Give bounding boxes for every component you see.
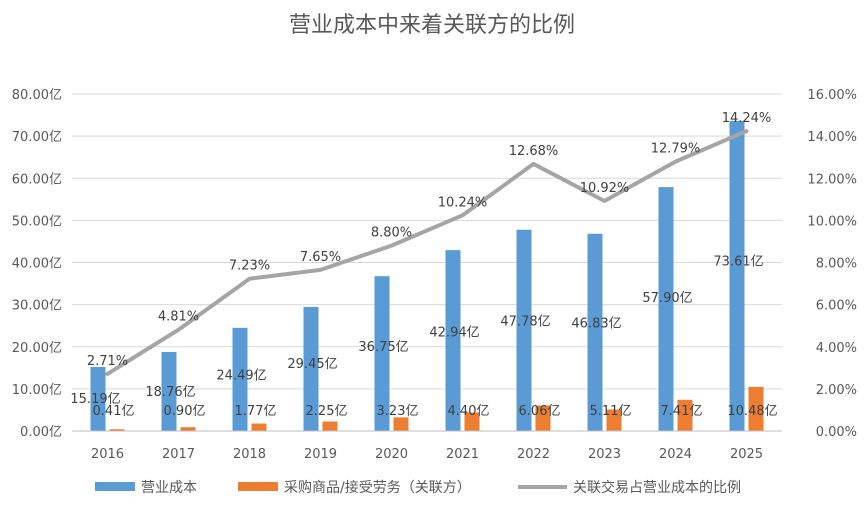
x-tick-label: 2024 <box>659 447 692 462</box>
gridlines <box>72 93 782 432</box>
data-label-cost: 15.19亿 <box>70 392 120 407</box>
bar-cost <box>374 276 390 431</box>
bar-related-purchase <box>677 399 693 431</box>
data-label-ratio: 7.23% <box>229 259 270 274</box>
data-label-ratio: 12.68% <box>509 144 559 159</box>
data-label-related-purchase: 3.23亿 <box>377 404 419 419</box>
x-tick-label: 2020 <box>375 447 408 462</box>
x-tick-label: 2018 <box>233 447 266 462</box>
right-tick-label: 2.00% <box>816 383 857 398</box>
data-label-related-purchase: 10.48亿 <box>727 404 777 419</box>
data-label-cost: 29.45亿 <box>287 357 337 372</box>
data-label-related-purchase: 7.41亿 <box>661 404 703 419</box>
legend: 营业成本 采购商品/接受劳务（关联方） 关联交易占营业成本的比例 <box>95 479 741 496</box>
x-tick-label: 2016 <box>91 447 124 462</box>
right-axis: 0.00% 2.00% 4.00% 6.00% 8.00% 10.00% 12.00% 14.… <box>807 88 857 440</box>
bar-related-purchase <box>535 405 551 431</box>
data-label-ratio: 12.79% <box>651 142 701 157</box>
left-tick-label: 50.00亿 <box>12 214 62 229</box>
data-label-related-purchase: 6.06亿 <box>519 404 561 419</box>
bar-cost <box>445 250 461 431</box>
data-label-cost: 36.75亿 <box>358 340 408 355</box>
legend-label-ratio: 关联交易占营业成本的比例 <box>573 479 741 496</box>
data-label-cost: 73.61亿 <box>713 254 763 269</box>
left-axis: 0.00亿 10.00亿 20.00亿 30.00亿 40.00亿 50.00亿 60.00… <box>12 88 62 440</box>
data-label-cost: 18.76亿 <box>145 385 195 400</box>
bar-cost <box>303 306 319 431</box>
data-label-related-purchase: 4.40亿 <box>448 404 490 419</box>
left-tick-label: 0.00亿 <box>20 425 62 440</box>
x-tick-label: 2022 <box>517 447 550 462</box>
left-tick-label: 10.00亿 <box>12 383 62 398</box>
left-tick-label: 80.00亿 <box>12 88 62 103</box>
right-tick-label: 16.00% <box>807 88 857 103</box>
bar-cost <box>232 327 248 431</box>
right-tick-label: 0.00% <box>816 425 857 440</box>
right-tick-label: 6.00% <box>816 299 857 314</box>
data-label-cost: 47.78亿 <box>500 314 550 329</box>
bar-cost <box>516 229 532 431</box>
right-tick-label: 10.00% <box>807 214 857 229</box>
data-label-ratio: 14.24% <box>722 111 772 126</box>
data-label-related-purchase: 2.25亿 <box>306 404 348 419</box>
x-axis: 2016 2017 2018 2019 2020 2021 2022 2023 2024 2025 <box>72 430 782 462</box>
left-tick-label: 40.00亿 <box>12 257 62 272</box>
data-label-cost: 46.83亿 <box>571 317 621 332</box>
x-tick-label: 2017 <box>162 447 195 462</box>
x-tick-label: 2023 <box>588 447 621 462</box>
bar-related-purchase <box>180 427 196 431</box>
x-tick-label: 2021 <box>446 447 479 462</box>
data-label-ratio: 7.65% <box>300 250 341 265</box>
data-label-cost: 57.90亿 <box>642 291 692 306</box>
left-tick-label: 30.00亿 <box>12 299 62 314</box>
bar-related-purchase <box>606 409 622 431</box>
data-label-ratio: 10.24% <box>438 195 488 210</box>
legend-swatch-related-purchase <box>238 482 278 491</box>
data-label-ratio: 2.71% <box>87 354 128 369</box>
data-label-related-purchase: 5.11亿 <box>590 404 632 419</box>
ratio-line-path <box>105 129 749 376</box>
right-tick-label: 8.00% <box>816 257 857 272</box>
right-tick-label: 4.00% <box>816 341 857 356</box>
bar-related-purchase <box>393 417 409 431</box>
bar-cost <box>658 187 674 431</box>
left-tick-label: 20.00亿 <box>12 341 62 356</box>
bar-related-purchase <box>464 412 480 431</box>
bar-cost <box>729 120 745 431</box>
data-label-cost: 42.94亿 <box>429 326 479 341</box>
data-label-related-purchase: 0.41亿 <box>93 404 135 419</box>
bar-related-purchase <box>251 423 267 431</box>
chart-title: 营业成本中来着关联方的比例 <box>289 13 575 38</box>
left-tick-label: 70.00亿 <box>12 130 62 145</box>
data-label-related-purchase: 0.90亿 <box>164 404 206 419</box>
data-labels: 15.19亿 18.76亿 24.49亿 29.45亿 36.75亿 42.94亿 47.7… <box>70 111 777 419</box>
data-label-related-purchase: 1.77亿 <box>235 404 277 419</box>
data-label-ratio: 10.92% <box>580 181 630 196</box>
bar-related-purchase <box>109 429 125 431</box>
data-label-cost: 24.49亿 <box>216 368 266 383</box>
legend-swatch-cost <box>95 482 135 491</box>
bars <box>90 120 764 431</box>
x-tick-label: 2025 <box>730 447 763 462</box>
left-tick-label: 60.00亿 <box>12 172 62 187</box>
bar-cost <box>90 367 106 431</box>
bar-related-purchase <box>748 386 764 431</box>
ratio-line <box>105 129 749 376</box>
right-tick-label: 14.00% <box>807 130 857 145</box>
bar-related-purchase <box>322 421 338 431</box>
right-tick-label: 12.00% <box>807 172 857 187</box>
legend-label-cost: 营业成本 <box>141 480 197 496</box>
data-label-ratio: 4.81% <box>158 310 199 325</box>
legend-label-related-purchase: 采购商品/接受劳务（关联方） <box>284 479 471 496</box>
data-label-ratio: 8.80% <box>371 226 412 241</box>
bar-cost <box>161 351 177 431</box>
x-tick-label: 2019 <box>304 447 337 462</box>
bar-cost <box>587 233 603 431</box>
